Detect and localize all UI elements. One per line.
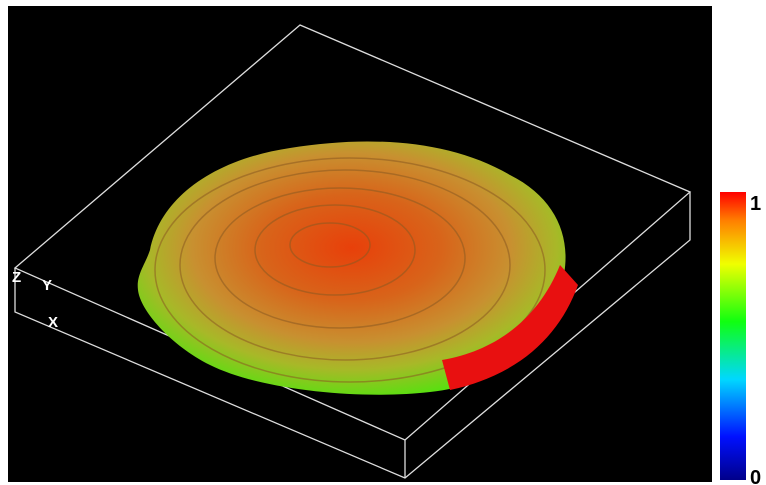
page: Z Y X 1 0 (() => { const data = JSON.par… — [0, 0, 766, 485]
colorbar-min-label: 0 — [750, 467, 761, 485]
visualization: Z Y X 1 0 — [0, 0, 766, 485]
y-axis-label: Y — [42, 277, 52, 294]
colorbar — [720, 192, 746, 480]
z-axis-label: Z — [12, 269, 21, 286]
colorbar-max-label: 1 — [750, 193, 761, 215]
x-axis-label: X — [48, 314, 58, 331]
